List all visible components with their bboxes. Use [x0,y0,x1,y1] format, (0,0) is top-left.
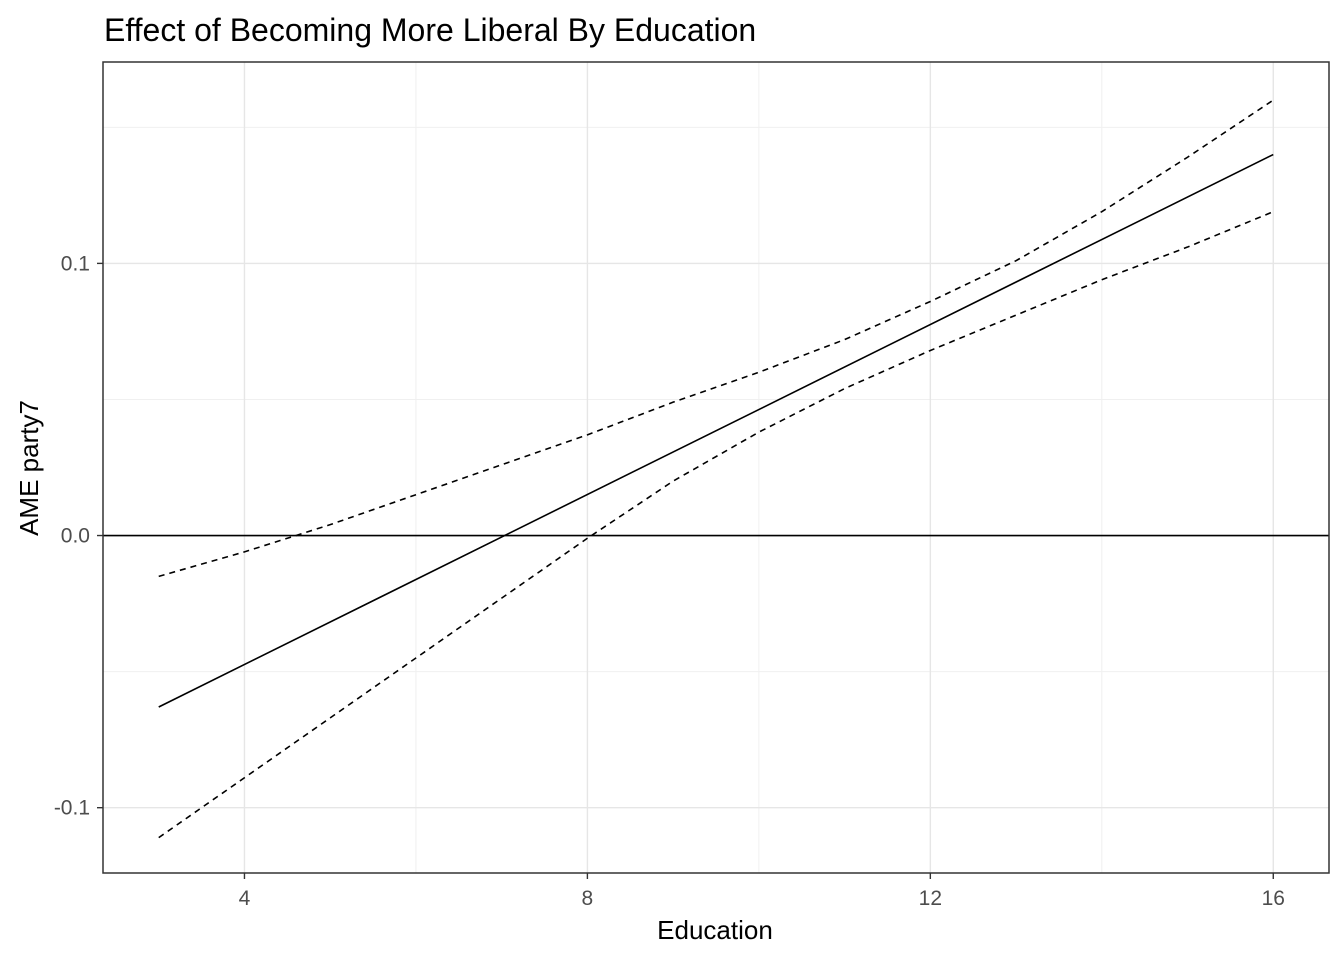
x-axis-title: Education [657,915,773,945]
upper-bound-line [158,99,1274,578]
gridlines [103,62,1329,873]
y-axis: -0.1 0.0 0.1 [54,252,103,820]
x-tick-label: 16 [1262,887,1285,910]
x-tick-label: 8 [582,887,594,910]
plot-panel-border [102,61,1330,874]
x-tick-label: 12 [919,887,942,910]
x-tick-label: 4 [239,887,251,910]
series-group [158,99,1274,839]
y-tick-label: -0.1 [54,797,90,820]
x-axis: 4 8 12 16 [239,873,1285,910]
lower-bound-line [158,210,1274,839]
y-axis-title: AME party7 [14,400,44,536]
chart-title: Effect of Becoming More Liberal By Educa… [104,12,756,48]
y-tick-label: 0.0 [61,525,90,548]
y-tick-label: 0.1 [61,252,90,275]
estimate-line [158,153,1274,708]
